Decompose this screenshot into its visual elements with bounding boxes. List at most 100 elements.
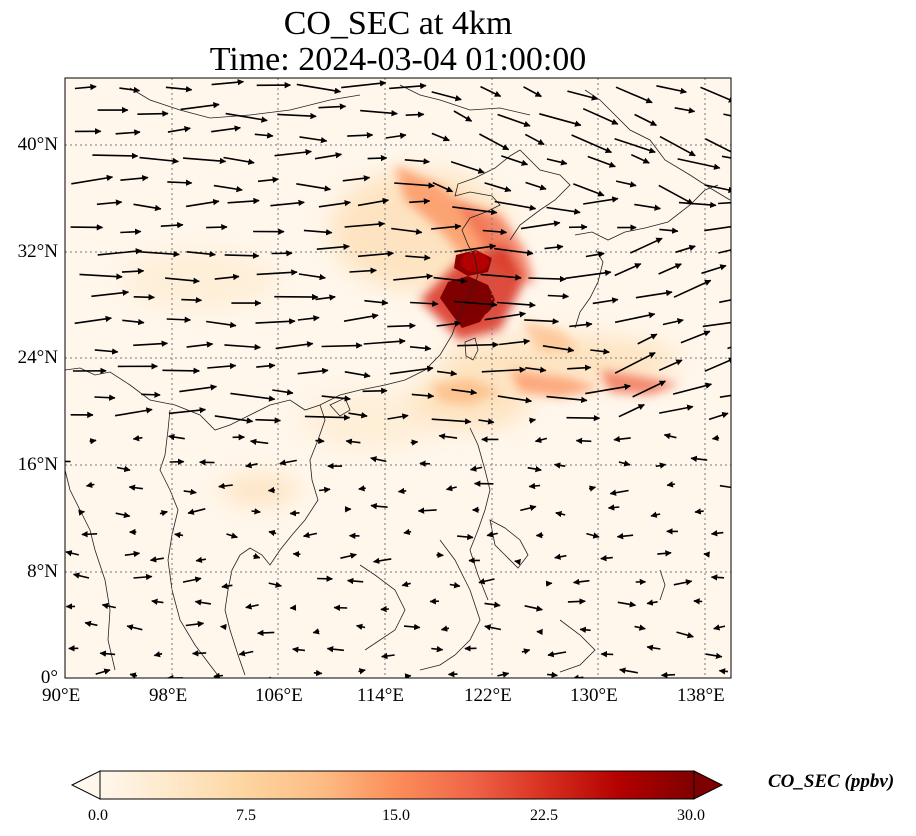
wind-arrow xyxy=(289,509,300,517)
wind-arrow xyxy=(385,132,407,140)
wind-arrow xyxy=(318,199,351,208)
wind-arrow xyxy=(119,86,141,94)
wind-arrow xyxy=(546,206,581,215)
wind-arrow xyxy=(292,646,305,653)
wind-arrow xyxy=(126,624,143,631)
wind-arrow xyxy=(607,504,620,511)
wind-arrow xyxy=(297,315,320,322)
wind-arrow xyxy=(484,601,501,608)
wind-arrow xyxy=(214,273,240,281)
wind-arrow xyxy=(482,228,508,236)
wind-arrow xyxy=(370,456,387,463)
wind-arrow xyxy=(251,508,261,515)
wind-arrow xyxy=(547,293,570,300)
wind-arrow xyxy=(279,459,297,466)
wind-arrow xyxy=(539,113,582,127)
wind-arrow xyxy=(321,395,351,402)
wind-arrow xyxy=(478,418,495,425)
wind-arrow xyxy=(347,131,374,139)
wind-arrow xyxy=(78,509,86,516)
wind-arrow xyxy=(206,320,237,329)
wind-arrow xyxy=(525,181,547,191)
wind-arrow xyxy=(162,367,200,375)
wind-arrow xyxy=(405,254,431,261)
wind-arrow xyxy=(227,197,260,205)
wind-arrow xyxy=(389,365,434,375)
wind-arrow xyxy=(120,228,142,235)
wind-arrow xyxy=(372,557,392,565)
wind-arrow xyxy=(211,125,241,133)
wind-arrow xyxy=(183,488,197,496)
wind-arrow xyxy=(660,671,676,678)
wind-arrow xyxy=(694,508,704,515)
wind-arrow xyxy=(656,85,687,95)
wind-arrow xyxy=(718,249,731,254)
wind-arrow xyxy=(672,382,713,395)
colorbar-tick-label: 22.5 xyxy=(530,807,558,824)
colorbar-extend-min xyxy=(70,770,101,800)
colorbar-tick-label: 30.0 xyxy=(677,807,705,824)
wind-arrow xyxy=(367,154,388,162)
wind-arrow xyxy=(410,439,419,446)
wind-arrow xyxy=(585,383,631,395)
wind-arrow xyxy=(673,279,712,298)
wind-arrow xyxy=(277,112,317,120)
wind-arrow xyxy=(535,531,544,539)
colorbar-tick-label: 15.0 xyxy=(382,807,410,824)
wind-arrow xyxy=(592,297,619,305)
wind-arrow xyxy=(711,434,720,442)
wind-arrow xyxy=(445,485,457,492)
wind-arrow xyxy=(97,248,143,256)
wind-arrow xyxy=(582,107,619,125)
wind-arrow xyxy=(431,223,462,230)
wind-arrow xyxy=(319,486,331,494)
wind-arrow xyxy=(454,243,497,253)
wind-arrow xyxy=(116,465,131,473)
wind-arrow xyxy=(257,176,279,183)
wind-arrow xyxy=(657,550,672,557)
wind-arrow xyxy=(634,113,657,127)
wind-arrow xyxy=(479,133,510,151)
wind-arrow xyxy=(646,644,661,651)
lat-tick-label: 8°N xyxy=(27,561,58,582)
wind-arrow xyxy=(614,312,656,324)
wind-arrow xyxy=(497,671,510,678)
wind-arrow xyxy=(94,394,116,401)
wind-arrow xyxy=(521,648,531,655)
wind-arrow xyxy=(567,598,586,605)
wind-arrow xyxy=(676,631,694,639)
wind-arrow xyxy=(224,252,260,259)
wind-vectors xyxy=(65,79,731,678)
wind-arrow xyxy=(635,289,673,299)
wind-arrow xyxy=(524,318,560,325)
wind-arrow xyxy=(264,676,272,678)
wind-arrow xyxy=(575,437,592,445)
wind-arrow xyxy=(268,529,277,537)
wind-arrow xyxy=(481,366,527,373)
wind-arrow xyxy=(168,433,185,441)
lon-tick-label: 114°E xyxy=(357,685,404,706)
wind-arrow xyxy=(666,481,676,488)
wind-arrow xyxy=(680,330,711,344)
wind-arrow xyxy=(225,112,268,123)
wind-arrow xyxy=(85,481,95,488)
wind-arrow xyxy=(314,152,343,160)
wind-arrow xyxy=(710,574,725,581)
wind-arrow xyxy=(272,389,294,396)
wind-arrow xyxy=(704,225,731,232)
wind-arrow xyxy=(719,299,731,304)
wind-arrow xyxy=(270,199,305,207)
wind-arrow xyxy=(268,581,283,588)
wind-arrow xyxy=(659,227,679,234)
wind-arrow xyxy=(547,651,567,658)
wind-arrow xyxy=(364,299,389,306)
wind-arrow xyxy=(546,395,588,404)
wind-arrow xyxy=(297,367,329,375)
wind-arrow xyxy=(545,580,553,587)
lat-tick-label: 40°N xyxy=(17,134,58,155)
colorbar-label: CO_SEC (ppbv) xyxy=(768,771,895,792)
wind-arrow xyxy=(542,345,575,353)
wind-arrow xyxy=(436,320,462,327)
wind-arrow xyxy=(355,623,366,630)
wind-arrow xyxy=(524,133,545,146)
